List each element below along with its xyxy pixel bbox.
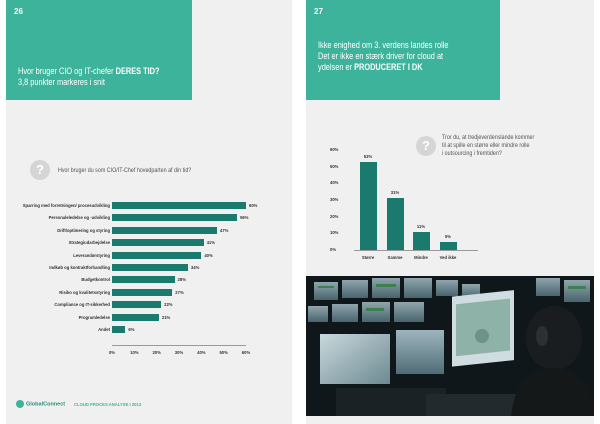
bar-label-7: Risiko og kvalitetsstyring bbox=[59, 289, 110, 295]
x-tick-5: 50% bbox=[219, 350, 228, 355]
bar-label-10: Andet bbox=[98, 327, 110, 332]
bar-value-7: 27% bbox=[175, 289, 184, 295]
y-tick-3: 30% bbox=[330, 197, 339, 202]
right-chart-x-axis bbox=[354, 250, 478, 251]
left-chart-x-axis bbox=[112, 345, 246, 346]
bar-0 bbox=[112, 202, 246, 209]
bar-6 bbox=[112, 276, 175, 284]
right-header-title: Ikke enighed om 3. verdens landes rolle … bbox=[318, 40, 448, 73]
bar-label-5: Indkøb og kontraktforhandling bbox=[49, 265, 110, 270]
column-0 bbox=[359, 161, 377, 250]
bar-9 bbox=[112, 313, 159, 321]
column-label-1: Samme bbox=[387, 255, 403, 260]
x-tick-6: 60% bbox=[241, 350, 251, 355]
bar-7 bbox=[112, 288, 173, 296]
control-room-photo bbox=[306, 276, 594, 416]
globalconnect-logo-icon bbox=[16, 400, 24, 408]
bar-value-8: 22% bbox=[164, 302, 173, 308]
bar-value-9: 21% bbox=[161, 314, 171, 320]
y-tick-2: 20% bbox=[330, 213, 339, 219]
x-tick-4: 40% bbox=[197, 350, 206, 355]
right-question-line3: i outsourcing i fremtiden? bbox=[442, 150, 502, 157]
y-tick-0: 0% bbox=[330, 247, 337, 252]
right-title-line2: Det er ikke en stærk driver for cloud at bbox=[318, 51, 444, 61]
right-title-bold: PRODUCERET I DK bbox=[354, 62, 423, 72]
column-label-3: Ved ikke bbox=[439, 255, 457, 260]
y-tick-4: 40% bbox=[330, 180, 339, 186]
bar-8 bbox=[112, 301, 162, 309]
bar-value-4: 40% bbox=[204, 252, 213, 258]
question-mark-icon: ? bbox=[30, 160, 50, 180]
bar-5 bbox=[112, 264, 188, 271]
left-title-line1: Hvor bruger CIO og IT-chefer bbox=[18, 66, 116, 76]
right-page: 27 Ikke enighed om 3. verdens landes rol… bbox=[306, 0, 594, 424]
left-title-line2: 3,8 punkter markeres i snit bbox=[18, 77, 105, 87]
globalconnect-logo: GlobalConnect bbox=[16, 400, 65, 408]
control-room-photo-illustration bbox=[306, 276, 594, 416]
column-1 bbox=[386, 198, 404, 250]
bar-label-3: Strategiudarbejdelse bbox=[68, 240, 110, 246]
column-label-2: Mindre bbox=[414, 255, 428, 260]
right-question: Tror du, at tredjeverdenslande kommer ti… bbox=[442, 134, 534, 158]
x-tick-3: 30% bbox=[174, 350, 184, 355]
right-question-line2: til at spille en større eller mindre rol… bbox=[442, 142, 530, 149]
left-question: Hvor bruger du som CIO/IT-Chef hovedpart… bbox=[58, 167, 192, 174]
column-2 bbox=[412, 231, 430, 250]
bar-2 bbox=[112, 226, 217, 234]
bar-value-3: 41% bbox=[206, 240, 215, 246]
right-title-line3: ydelsen er bbox=[318, 62, 355, 72]
x-tick-0: 0% bbox=[108, 350, 116, 355]
right-title-line1: Ikke enighed om 3. verdens landes rolle bbox=[318, 40, 449, 50]
column-3 bbox=[439, 241, 457, 250]
x-tick-1: 10% bbox=[130, 350, 139, 355]
column-value-1: 31% bbox=[390, 190, 400, 196]
bar-value-10: 6% bbox=[128, 327, 135, 332]
left-page-number: 26 bbox=[14, 7, 23, 16]
column-value-2: 11% bbox=[416, 223, 426, 229]
column-label-0: Større bbox=[361, 255, 375, 260]
y-tick-5: 50% bbox=[330, 163, 339, 169]
right-header: 27 Ikke enighed om 3. verdens landes rol… bbox=[306, 0, 500, 100]
bar-value-5: 34% bbox=[190, 265, 200, 270]
bar-label-1: Personaleledelse og -udvikling bbox=[48, 215, 110, 221]
bar-label-6: Budgetkontrol bbox=[81, 277, 110, 283]
bar-3 bbox=[112, 239, 204, 247]
question-mark-icon: ? bbox=[416, 136, 436, 156]
bar-value-0: 60% bbox=[249, 203, 258, 208]
bar-value-1: 56% bbox=[240, 215, 249, 221]
bar-value-2: 47% bbox=[219, 227, 229, 233]
bar-label-4: Leverandørstyring bbox=[73, 252, 110, 258]
column-value-3: 5% bbox=[444, 233, 452, 239]
bar-label-0: Sparring med forretningen/ procesudvikli… bbox=[22, 203, 110, 208]
bar-label-8: Compliance og IT-sikkerhed bbox=[54, 302, 110, 308]
bar-value-6: 28% bbox=[177, 277, 186, 283]
logo-text: GlobalConnect bbox=[26, 401, 66, 408]
bar-1 bbox=[112, 214, 238, 222]
right-question-line1: Tror du, at tredjeverdenslande kommer bbox=[442, 134, 535, 141]
bar-label-9: Programledelse bbox=[78, 314, 110, 320]
left-header: 26 Hvor bruger CIO og IT-chefer DERES TI… bbox=[6, 0, 192, 100]
left-page: 26 Hvor bruger CIO og IT-chefer DERES TI… bbox=[6, 0, 292, 424]
left-title-bold: DERES TID? bbox=[115, 66, 160, 76]
x-tick-2: 20% bbox=[152, 350, 161, 355]
left-header-title: Hvor bruger CIO og IT-chefer DERES TID? … bbox=[18, 66, 160, 88]
bar-4 bbox=[112, 251, 202, 259]
bar-label-2: Drift/optimering og styring bbox=[57, 227, 110, 233]
footer-reference: CLOUD PROCES ANALYSE I 2013 bbox=[74, 402, 142, 407]
y-tick-1: 10% bbox=[330, 230, 339, 236]
right-page-number: 27 bbox=[314, 7, 323, 16]
column-value-0: 53% bbox=[363, 153, 373, 159]
y-tick-6: 60% bbox=[330, 147, 339, 152]
bar-10 bbox=[112, 326, 126, 333]
